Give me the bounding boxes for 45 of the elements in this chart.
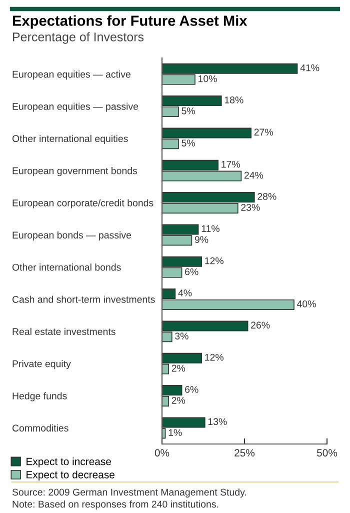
- data-label: 9%: [194, 236, 208, 243]
- data-label: 2%: [172, 396, 186, 404]
- y-tick-label: Cash and short-term investments: [12, 296, 155, 303]
- data-label: 4%: [178, 290, 192, 296]
- data-label: 5%: [182, 140, 195, 146]
- data-label: 10%: [198, 75, 217, 82]
- x-tick-label: 50%: [316, 449, 338, 457]
- x-tick-label: 25%: [234, 449, 255, 457]
- data-label: 13%: [208, 418, 227, 426]
- data-label: 27%: [254, 128, 273, 136]
- data-label: 12%: [205, 257, 224, 264]
- chart-subtitle: Percentage of Investors: [13, 32, 144, 44]
- chart-title: Expectations for Future Asset Mix: [12, 15, 248, 29]
- data-label: 40%: [297, 300, 316, 308]
- data-label: 3%: [175, 332, 188, 340]
- y-tick-label: Private equity: [12, 360, 71, 370]
- text: Note: Based on responses from 240 institutions.: [12, 500, 218, 510]
- y-tick-label: Hedge funds: [12, 392, 67, 402]
- data-label: 11%: [202, 225, 220, 232]
- source-note: Source: 2009 German Investment Management Study.: [12, 488, 246, 498]
- data-label: 28%: [258, 193, 276, 200]
- data-label: 24%: [244, 172, 264, 179]
- y-tick-label: European corporate/credit bonds: [12, 199, 154, 208]
- data-label: 18%: [224, 96, 244, 104]
- y-tick-label: Other international bonds: [12, 264, 121, 271]
- y-tick-label: European equities — active: [12, 70, 130, 80]
- legend-label: Expect to decrease: [26, 470, 114, 480]
- legend-label: Expect to increase: [26, 458, 111, 468]
- data-label: 17%: [222, 160, 240, 168]
- data-label: 6%: [185, 386, 198, 393]
- y-tick-label: European bonds — passive: [12, 231, 132, 240]
- data-label: 26%: [251, 322, 270, 329]
- data-label: 41%: [300, 64, 320, 72]
- data-label: 2%: [172, 364, 186, 372]
- data-label: 1%: [168, 429, 182, 436]
- x-tick-label: 0%: [154, 449, 170, 457]
- y-tick-label: Real estate investments: [12, 328, 116, 336]
- data-label: 12%: [205, 354, 224, 361]
- y-tick-label: European equities — passive: [12, 102, 138, 112]
- y-tick-label: European government bonds: [12, 167, 138, 176]
- data-label: 6%: [185, 268, 198, 276]
- y-tick-label: Other international equities: [12, 134, 128, 144]
- data-label: 23%: [241, 204, 260, 211]
- y-tick-label: Commodities: [12, 424, 68, 432]
- data-label: 5%: [182, 107, 195, 114]
